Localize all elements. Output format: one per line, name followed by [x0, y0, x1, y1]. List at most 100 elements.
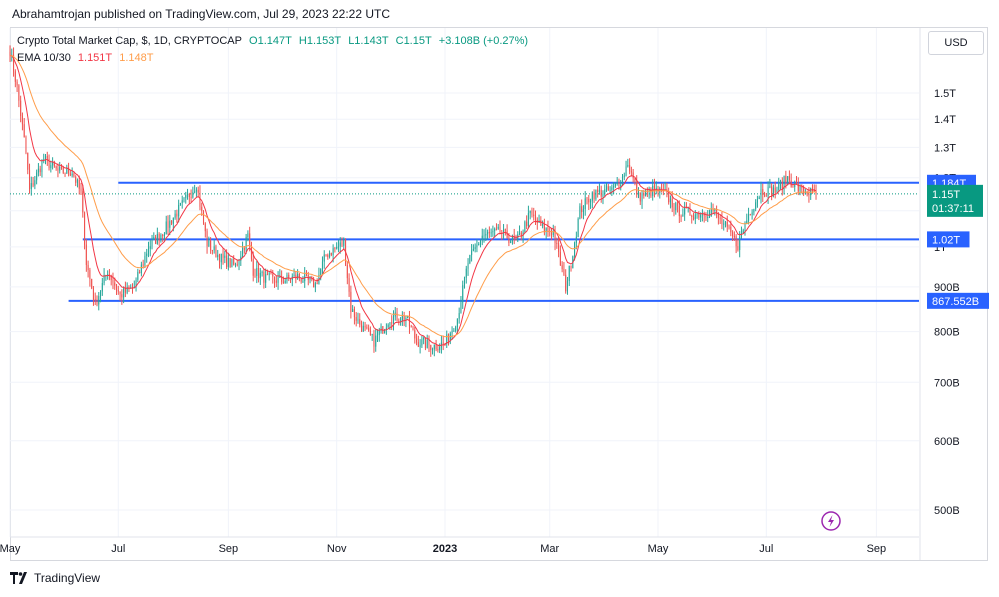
high-value: H1.153T	[298, 35, 342, 47]
candle-body	[162, 234, 164, 236]
candle-body	[50, 165, 52, 169]
candle-body	[107, 274, 109, 276]
grid	[9, 28, 919, 537]
candle-body	[158, 233, 160, 241]
candle-body	[472, 248, 474, 251]
candle-body	[376, 334, 379, 336]
candle-body	[313, 278, 315, 288]
candle-body	[82, 191, 84, 213]
candle-body	[779, 181, 782, 183]
candle-body	[398, 321, 400, 323]
candle-body	[591, 192, 593, 201]
candle-body	[412, 327, 414, 331]
candle-body	[187, 194, 189, 196]
candle-body	[233, 259, 235, 265]
candle-body	[227, 257, 229, 267]
candle-body	[677, 203, 679, 206]
candle-body	[348, 278, 350, 292]
candle-body	[110, 275, 112, 281]
candle-body	[760, 188, 762, 198]
candle-body	[362, 325, 364, 332]
candle-body	[692, 216, 695, 220]
candle-body	[732, 232, 734, 237]
candle-body	[520, 232, 522, 236]
candle-body	[103, 275, 105, 283]
candle-body	[37, 168, 39, 173]
candle-body	[13, 54, 15, 72]
candle-body	[249, 233, 251, 245]
candle-body	[636, 181, 638, 195]
candle-body	[634, 178, 636, 182]
candle-body	[478, 244, 480, 246]
candle-body	[684, 207, 686, 215]
level-tag-label: 867.552B	[932, 296, 979, 308]
candle-body	[53, 162, 55, 167]
symbol-title[interactable]: Crypto Total Market Cap, $, 1D, CRYPTOCA…	[17, 35, 242, 47]
candle-body	[808, 194, 810, 196]
candle-body	[28, 169, 31, 190]
candle-body	[456, 318, 458, 328]
candle-body	[774, 187, 776, 193]
candle-body	[195, 189, 197, 192]
candle-body	[710, 209, 712, 217]
candle-body	[611, 187, 613, 190]
countdown-label: 01:37:11	[932, 203, 974, 215]
candle-body	[661, 188, 663, 190]
candle-body	[217, 254, 219, 258]
candle-body	[558, 243, 560, 252]
candle-body	[581, 206, 583, 213]
candle-body	[691, 215, 693, 217]
candle-body	[91, 278, 93, 289]
candle-body	[439, 347, 441, 350]
candle-body	[167, 221, 169, 228]
footer-brand[interactable]: TradingView	[10, 571, 100, 585]
x-tick-label: Mar	[540, 543, 559, 555]
candle-body	[437, 349, 439, 351]
candle-body	[568, 265, 570, 281]
candle-body	[282, 281, 284, 284]
candle-body	[277, 277, 279, 283]
candle-body	[84, 212, 86, 245]
candle-body	[785, 175, 787, 183]
candle-body	[364, 325, 366, 328]
candle-body	[717, 212, 719, 218]
candle-body	[341, 242, 343, 246]
candle-body	[71, 173, 73, 176]
candle-body	[373, 333, 375, 347]
candle-body	[192, 192, 194, 198]
candle-body	[320, 269, 322, 275]
candle-body	[570, 265, 572, 269]
ema-label[interactable]: EMA 10/30	[17, 52, 71, 64]
candle-body	[14, 71, 16, 82]
candle-body	[714, 209, 716, 212]
candle-body	[366, 327, 368, 329]
candle-body	[289, 278, 292, 281]
candle-body	[801, 186, 803, 188]
legend-ema: EMA 10/30 1.151T 1.148T	[17, 52, 157, 64]
candle-body	[559, 251, 561, 266]
candle-body	[21, 116, 23, 125]
candle-body	[293, 274, 295, 277]
candle-body	[181, 200, 183, 203]
candle-body	[156, 233, 158, 244]
candle-body	[76, 179, 78, 183]
candle-body	[137, 271, 139, 280]
candle-body	[716, 209, 718, 213]
candle-body	[92, 288, 94, 300]
candle-body	[561, 265, 563, 270]
ema-lines	[9, 54, 817, 347]
candle-body	[526, 221, 528, 226]
candle-body	[698, 213, 700, 218]
candle-body	[678, 205, 680, 217]
candle-body	[332, 248, 334, 255]
candle-body	[577, 218, 579, 237]
candle-body	[430, 344, 432, 350]
candle-body	[433, 344, 435, 350]
currency-button[interactable]: USD	[928, 31, 984, 55]
candle-body	[123, 288, 125, 298]
candle-body	[515, 239, 517, 241]
candle-body	[737, 246, 739, 250]
event-icon[interactable]	[821, 511, 841, 531]
candle-body	[637, 192, 640, 195]
